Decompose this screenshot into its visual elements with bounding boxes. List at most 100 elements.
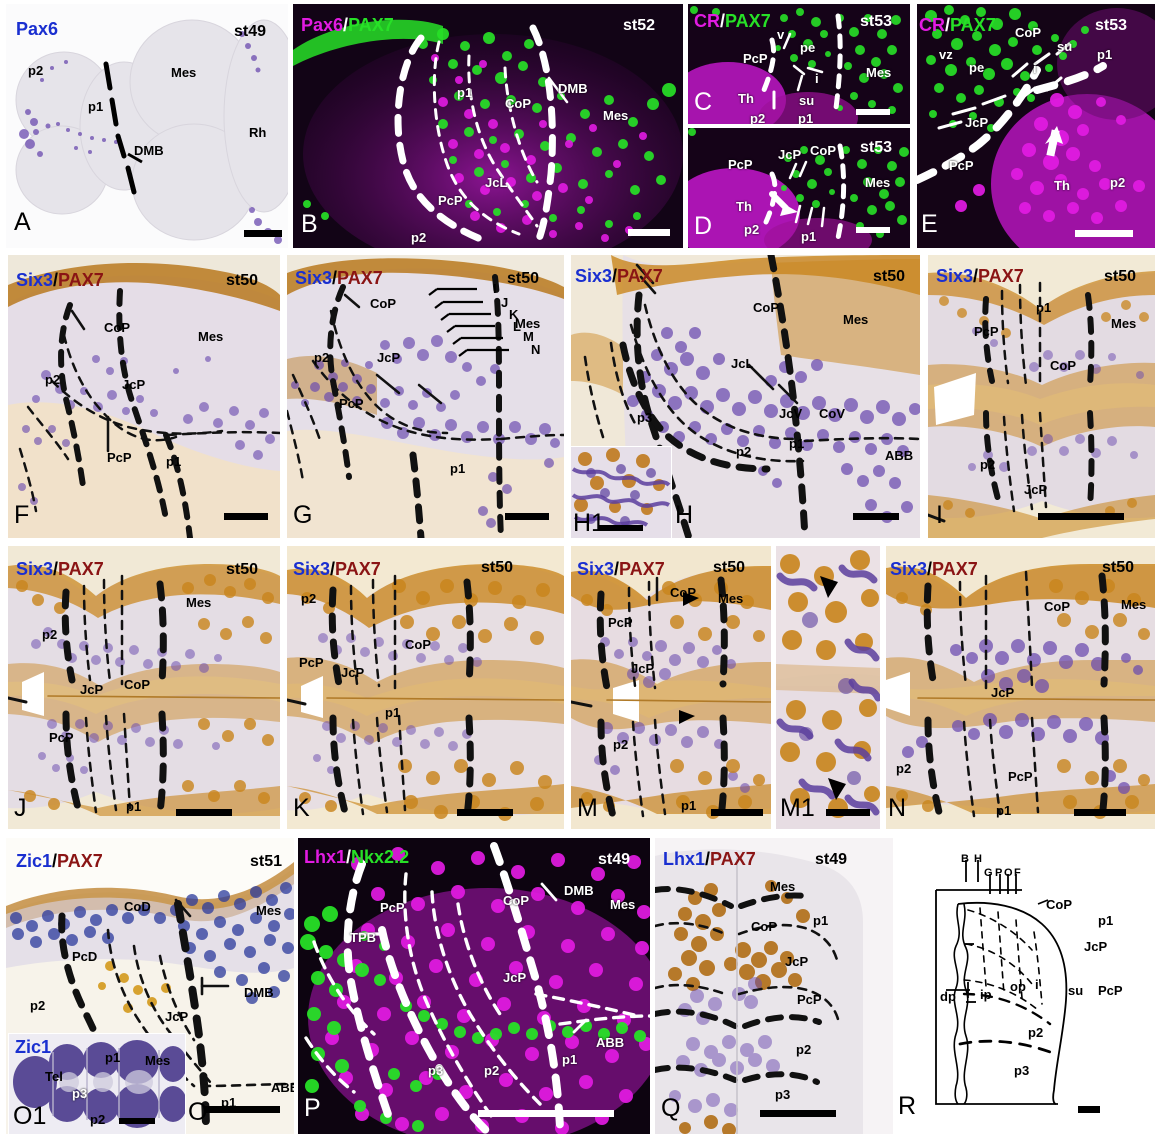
- panel-J-title-part-1: /: [53, 559, 59, 579]
- panel-G-title-part-1: /: [332, 268, 338, 288]
- panel-C-scalebar: [856, 109, 890, 115]
- panel-G-level-letter-N: N: [531, 342, 541, 357]
- panel-H-scalebar: [853, 513, 899, 520]
- panel-C-letter: C: [694, 88, 713, 116]
- panel-B-label-mes: Mes: [603, 108, 629, 123]
- panel-J-label-p1: p1: [126, 799, 142, 814]
- panel-E-scalebar: [1075, 230, 1133, 237]
- panel-B-scalebar: [628, 229, 670, 236]
- panel-A-scalebar: [244, 230, 282, 237]
- panel-A-tissue: [15, 19, 288, 244]
- panel-H-label-mes: Mes: [843, 312, 869, 327]
- panel-Q-letter: Q: [661, 1094, 681, 1122]
- panel-C-label-v: v: [777, 27, 785, 42]
- panel-I-letter: I: [936, 501, 943, 529]
- panel-P-label-mes: Mes: [610, 897, 636, 912]
- panel-J-title-part-2: PAX7: [58, 559, 104, 579]
- panel-K-label-jcp: JcP: [341, 665, 365, 680]
- panel-O-label-cod: CoD: [124, 899, 151, 914]
- panel-P-label-dmb: DMB: [564, 883, 594, 898]
- panel-R-label-p1: p1: [1098, 913, 1114, 928]
- panel-K-title-part-0: Six3: [293, 559, 331, 579]
- panel-R-label-pcp: PcP: [1098, 983, 1123, 998]
- panel-G-level-letter-J: J: [501, 295, 509, 310]
- panel-P-label-pcp: PcP: [380, 900, 405, 915]
- panel-K: Six3/PAX7 st50 K p2 CoP PcP JcP p1: [287, 546, 564, 829]
- panel-O-label-p1: p1: [221, 1095, 237, 1110]
- panel-K-title-part-2: PAX7: [335, 559, 381, 579]
- panel-O-label-jcp: JcP: [165, 1009, 189, 1024]
- panel-K-title: Six3/PAX7: [293, 560, 381, 578]
- panel-E-label-pe: pe: [969, 60, 985, 75]
- panel-Q-label-mes: Mes: [770, 879, 796, 894]
- panel-P-label-abb: ABB: [596, 1035, 625, 1050]
- panel-R-label-i: i: [1035, 977, 1039, 992]
- panel-B-label-cop: CoP: [505, 96, 531, 111]
- panel-N-label-p2: p2: [896, 761, 912, 776]
- panel-J-label-mes: Mes: [186, 595, 212, 610]
- panel-C-title-part-2: PAX7: [725, 11, 771, 31]
- panel-Q: Lhx1/PAX7 st49 Q Mes CoP p1 JcP PcP p2 p3: [655, 838, 893, 1134]
- panel-Q-label-pcp: PcP: [797, 992, 822, 1007]
- panel-N-label-jcp: JcP: [991, 685, 1015, 700]
- panel-B-label-pcp: PcP: [438, 193, 463, 208]
- panel-J-stage: st50: [226, 561, 259, 578]
- panel-I-stage: st50: [1104, 268, 1137, 285]
- panel-P-title: Lhx1/Nkx2.2: [304, 848, 409, 866]
- panel-J-title: Six3/PAX7: [16, 560, 104, 578]
- panel-H-title-part-2: PAX7: [617, 266, 663, 286]
- panel-I-label-p2: p2: [980, 457, 996, 472]
- panel-N-label-pcp: PcP: [1008, 769, 1033, 784]
- panel-C: CR/PAX7 st53 C v pe PcP i Mes Th su p2 p1: [688, 4, 910, 124]
- panel-O-letter: O: [188, 1098, 208, 1126]
- panel-H-label-jcv: JcV: [779, 406, 803, 421]
- panel-H-title-part-0: Six3: [575, 266, 613, 286]
- panel-A-label-dmb: DMB: [134, 143, 164, 158]
- panel-B-stage: st52: [623, 17, 656, 34]
- panel-B-fluorescence: [293, 4, 683, 248]
- panel-G-scalebar: [505, 513, 549, 520]
- panel-E-title-part-0: CR: [919, 15, 945, 35]
- panel-Q-label-p2: p2: [796, 1042, 812, 1057]
- panel-F-letter: F: [14, 501, 30, 529]
- panel-H-label-jcl: JcL: [731, 356, 754, 371]
- panel-I-label-mes: Mes: [1111, 316, 1137, 331]
- panel-E-fluorescence: [917, 4, 1155, 248]
- panel-K-label-p1: p1: [385, 705, 401, 720]
- panel-F-label-p1: p1: [166, 454, 182, 469]
- panel-B-letter: B: [301, 210, 318, 238]
- panel-O1-scalebar: [119, 1118, 155, 1124]
- panel-G-label-jcp: JcP: [377, 350, 401, 365]
- panel-F: Six3/PAX7 st50 F CoP Mes p2 JcP PcP p1: [8, 255, 280, 538]
- panel-G-label-mes: Mes: [515, 316, 541, 331]
- panel-M-title-part-0: Six3: [577, 559, 615, 579]
- panel-H1-scalebar: [599, 525, 643, 531]
- panel-C-label-su: su: [799, 93, 815, 108]
- panel-N-tissue: [886, 546, 1155, 829]
- panel-R-section-level-B: B: [961, 853, 969, 865]
- panel-M: Six3/PAX7 st50 M CoP Mes PcP JcP p2 p1: [571, 546, 771, 829]
- panel-I-title-part-2: PAX7: [978, 266, 1024, 286]
- panel-O-label-pcd: PcD: [72, 949, 98, 964]
- panel-F-title-part-1: /: [53, 270, 59, 290]
- panel-O1-title: Zic1: [15, 1038, 51, 1056]
- panel-P-label-tpb: TPB: [350, 930, 376, 945]
- panel-P-label-p3: p3: [428, 1063, 444, 1078]
- panel-G-title: Six3/PAX7: [295, 269, 383, 287]
- panel-Q-label-cop: CoP: [751, 919, 777, 934]
- panel-C-label-pcp: PcP: [743, 51, 768, 66]
- panel-E-title-part-2: PAX7: [950, 15, 996, 35]
- panel-M-title: Six3/PAX7: [577, 560, 665, 578]
- panel-P-title-part-2: Nkx2.2: [351, 847, 410, 867]
- panel-N-label-cop: CoP: [1044, 599, 1070, 614]
- panel-I-label-cop: CoP: [1050, 358, 1076, 373]
- panel-O: Zic1/PAX7 st51 O CoDMesPcDDMBp2JcPABBp1: [6, 838, 294, 1134]
- panel-I-title-part-1: /: [973, 266, 979, 286]
- panel-J-label-jcp: JcP: [80, 682, 104, 697]
- panel-N-label-mes: Mes: [1121, 597, 1147, 612]
- panel-M1-tissue: [776, 546, 880, 829]
- panel-K-title-part-1: /: [330, 559, 336, 579]
- panel-H-stage: st50: [873, 268, 906, 285]
- panel-Q-title-part-1: /: [705, 849, 711, 869]
